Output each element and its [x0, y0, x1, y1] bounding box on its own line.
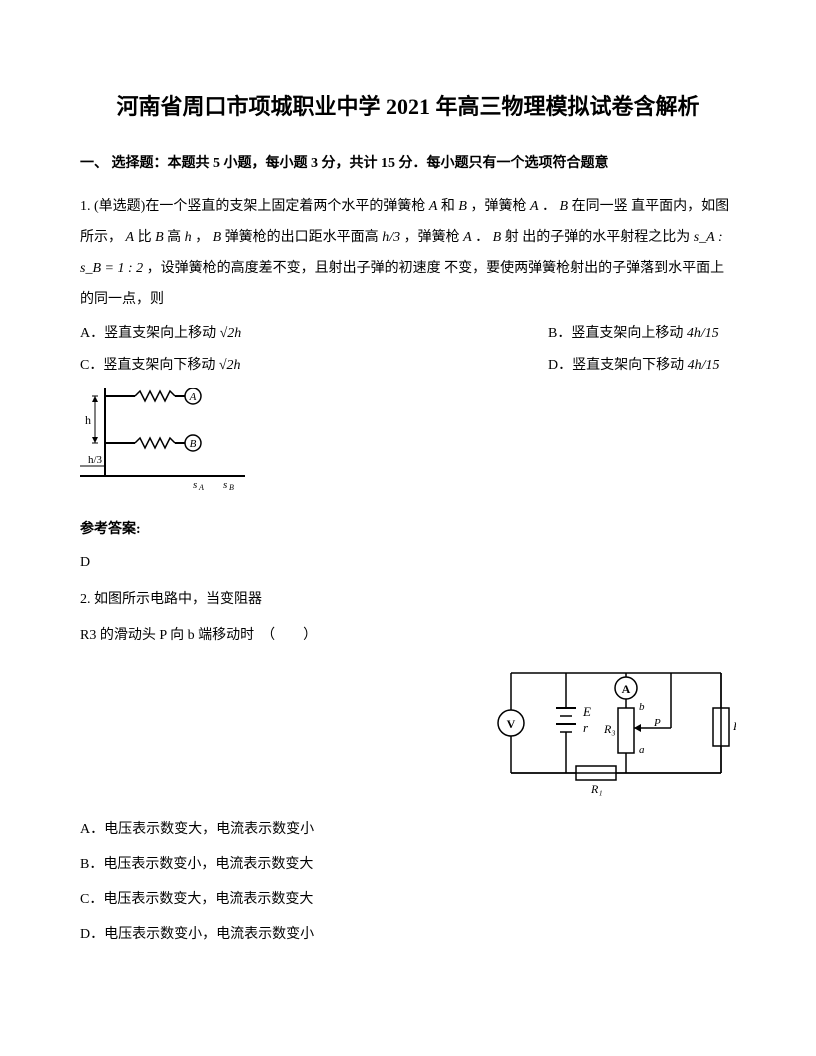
battery-r-label: r	[583, 720, 589, 735]
q1-t1: 和	[441, 199, 455, 214]
q1-answer: D	[80, 550, 736, 575]
circuit-svg: V E r A b	[496, 658, 736, 798]
slider-p-label: P	[653, 717, 661, 729]
q2-diagram-row: V E r A b	[80, 658, 736, 807]
q1-option-c: C．竖直支架向下移动 √2h	[80, 353, 268, 378]
q1-t8: ，	[195, 230, 209, 245]
r2-label: R₂	[732, 719, 736, 733]
r3-a-label: a	[639, 744, 645, 756]
q1-options-row1: A．竖直支架向上移动 √2h B．竖直支架向上移动 4h/15	[80, 321, 736, 346]
voltmeter-label: V	[507, 717, 516, 731]
q1-t11: ．	[475, 230, 489, 245]
q1-optB-expr: 4h/15	[687, 326, 719, 341]
r1-label: R₁	[590, 782, 603, 796]
section-header: 一、 选择题：本题共 5 小题，每小题 3 分，共计 15 分．每小题只有一个选…	[80, 151, 736, 176]
q1-varB5: B	[493, 230, 502, 245]
diagram-label-a: A	[189, 391, 197, 403]
diagram-label-sa: s	[193, 479, 197, 491]
q1-varh1: h	[185, 230, 192, 245]
q1-t2: ，弹簧枪	[470, 199, 526, 214]
q1-t12: 射	[505, 230, 519, 245]
r3-label: R₃	[603, 722, 616, 736]
q1-optD-text: D．竖直支架向下移动	[548, 358, 684, 373]
q1-varB4: B	[213, 230, 222, 245]
q1-option-a: A．竖直支架向上移动 √2h	[80, 321, 268, 346]
q1-t14: ，设弹簧枪的高度差不变，且射出子弹的初速度	[147, 261, 441, 276]
question-2: 2. 如图所示电路中，当变阻器 R3 的滑动头 P 向 b 端移动时 （ ） V	[80, 587, 736, 947]
svg-text:B: B	[229, 483, 234, 492]
diagram-label-h: h	[85, 413, 91, 427]
q2-line2: R3 的滑动头 P 向 b 端移动时 （ ）	[80, 623, 736, 648]
document-title: 河南省周口市项城职业中学 2021 年高三物理模拟试卷含解析	[80, 90, 736, 123]
q1-varA2: A	[530, 199, 539, 214]
q1-varB1: B	[458, 199, 467, 214]
q1-optC-expr: √2h	[219, 358, 241, 373]
diagram-label-sb: s	[223, 479, 227, 491]
q2-option-b: B．电压表示数变小，电流表示数变大	[80, 852, 736, 877]
q1-optA-text: A．竖直支架向上移动	[80, 326, 216, 341]
q1-optC-text: C．竖直支架向下移动	[80, 358, 215, 373]
q1-varA3: A	[126, 230, 135, 245]
q1-text: 1. (单选题)在一个竖直的支架上固定着两个水平的弹簧枪 A 和 B ，弹簧枪 …	[80, 192, 736, 315]
q1-t9: 弹簧枪的出口距水平面高	[225, 230, 379, 245]
question-1: 1. (单选题)在一个竖直的支架上固定着两个水平的弹簧枪 A 和 B ，弹簧枪 …	[80, 192, 736, 575]
battery-e-label: E	[582, 704, 591, 719]
q1-option-d: D．竖直支架向下移动 4h/15	[268, 353, 736, 378]
ammeter-label: A	[622, 682, 631, 696]
q1-t13: 出的子弹的水平射程之比为	[522, 230, 690, 245]
q1-varA4: A	[463, 230, 472, 245]
q1-answer-label: 参考答案:	[80, 517, 736, 542]
diagram-label-h3: h/3	[88, 454, 103, 466]
svg-text:A: A	[198, 483, 204, 492]
q1-varB3: B	[155, 230, 164, 245]
q1-h3: h/3	[382, 230, 400, 245]
q1-diagram: A B h h/3 s A s B	[80, 388, 736, 507]
q1-t10: ，弹簧枪	[404, 230, 460, 245]
q1-varA1: A	[429, 199, 438, 214]
r3-b-label: b	[639, 701, 645, 713]
q2-option-a: A．电压表示数变大，电流表示数变小	[80, 817, 736, 842]
q1-optD-expr: 4h/15	[688, 358, 720, 373]
q2-option-d: D．电压表示数变小，电流表示数变小	[80, 922, 736, 947]
circuit-diagram: V E r A b	[496, 658, 736, 807]
q1-t3: ．	[542, 199, 556, 214]
q2-option-c: C．电压表示数变大，电流表示数变大	[80, 887, 736, 912]
q1-optB-text: B．竖直支架向上移动	[548, 326, 683, 341]
q1-optA-expr: √2h	[220, 326, 242, 341]
q1-varB2: B	[560, 199, 569, 214]
q1-t4: 在同一竖	[572, 199, 628, 214]
spring-gun-diagram: A B h h/3 s A s B	[80, 388, 250, 498]
q1-prefix: 1. (单选题)在一个竖直的支架上固定着两个水平的弹簧枪	[80, 199, 425, 214]
q2-line1: 2. 如图所示电路中，当变阻器	[80, 587, 736, 612]
q1-options-row2: C．竖直支架向下移动 √2h D．竖直支架向下移动 4h/15	[80, 353, 736, 378]
q1-t7: 高	[167, 230, 181, 245]
diagram-label-b: B	[190, 438, 197, 450]
q1-t6: 比	[138, 230, 152, 245]
q1-option-b: B．竖直支架向上移动 4h/15	[268, 321, 736, 346]
